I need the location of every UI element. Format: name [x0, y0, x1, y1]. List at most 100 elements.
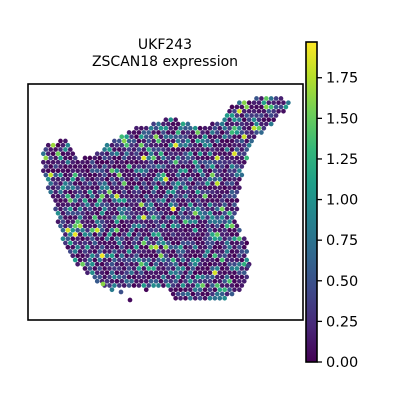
expression-spot: [195, 249, 201, 254]
expression-spot: [94, 227, 100, 233]
expression-spot: [227, 253, 232, 259]
expression-spot: [212, 244, 218, 250]
expression-spot: [67, 181, 73, 186]
expression-spot: [224, 181, 230, 186]
expression-spot: [205, 223, 210, 229]
expression-spot: [190, 155, 196, 161]
expression-spot: [65, 210, 71, 216]
expression-spot: [200, 232, 205, 237]
expression-spot: [273, 96, 279, 101]
expression-spot: [134, 125, 139, 131]
expression-spot: [192, 176, 198, 182]
expression-spot: [139, 125, 144, 131]
expression-spot: [219, 291, 225, 297]
expression-spot: [281, 100, 286, 106]
expression-spot: [173, 142, 178, 148]
expression-spot: [104, 227, 110, 233]
expression-spot: [210, 240, 215, 246]
expression-spot: [104, 202, 110, 208]
expression-spot: [210, 266, 215, 271]
expression-spot: [266, 108, 272, 114]
expression-spot: [104, 210, 110, 216]
expression-spot: [190, 206, 196, 212]
expression-spot: [114, 261, 120, 267]
expression-spot: [244, 249, 250, 254]
expression-spot: [165, 121, 171, 127]
expression-spot: [161, 172, 166, 178]
expression-spot: [175, 198, 181, 203]
expression-spot: [82, 266, 88, 271]
expression-spot: [158, 134, 164, 140]
expression-spot: [170, 130, 176, 135]
expression-spot: [136, 249, 142, 254]
expression-spot: [170, 215, 176, 220]
expression-spot: [224, 130, 230, 135]
expression-spot: [85, 219, 90, 225]
expression-spot: [183, 176, 188, 182]
expression-spot: [104, 270, 110, 276]
expression-spot: [195, 291, 201, 297]
expression-spot: [75, 261, 80, 267]
expression-spot: [50, 151, 56, 157]
expression-spot: [229, 232, 235, 237]
expression-spot: [60, 202, 66, 208]
expression-spot: [205, 172, 210, 178]
expression-spot: [195, 172, 201, 178]
expression-spot: [116, 181, 122, 186]
expression-spot: [190, 130, 196, 135]
expression-spot: [126, 130, 132, 135]
expression-spot: [99, 244, 105, 250]
expression-spot: [214, 249, 220, 254]
expression-spot: [224, 291, 230, 297]
expression-spot: [207, 151, 213, 157]
expression-spot: [222, 227, 227, 233]
expression-spot: [99, 227, 105, 233]
expression-spot: [90, 253, 95, 259]
expression-spot: [237, 253, 242, 259]
expression-spot: [67, 206, 73, 212]
expression-spot: [146, 274, 152, 280]
expression-spot: [227, 219, 232, 225]
expression-spot: [180, 266, 186, 271]
expression-spot: [210, 274, 215, 280]
expression-spot: [70, 202, 76, 208]
expression-spot: [114, 278, 120, 284]
expression-spot: [237, 287, 242, 293]
expression-spot: [222, 185, 227, 191]
expression-spot: [237, 227, 242, 233]
expression-spot: [116, 172, 122, 178]
expression-spot: [214, 172, 220, 178]
expression-spot: [244, 274, 250, 280]
expression-spot: [197, 159, 203, 165]
expression-spot: [202, 159, 208, 165]
expression-spot: [278, 104, 284, 110]
expression-spot: [90, 236, 95, 242]
expression-spot: [72, 257, 78, 263]
expression-spot: [173, 193, 178, 199]
expression-spot: [99, 236, 105, 242]
expression-spot: [229, 164, 235, 169]
expression-spot: [205, 266, 210, 271]
expression-spot: [163, 159, 169, 165]
expression-spot: [124, 236, 129, 242]
expression-spot: [109, 219, 115, 225]
expression-spot: [180, 189, 186, 195]
expression-spot: [104, 219, 110, 225]
expression-spot: [163, 261, 169, 267]
expression-spot: [163, 253, 169, 259]
expression-spot: [126, 181, 132, 186]
expression-spot: [175, 223, 181, 229]
expression-spot: [173, 219, 178, 225]
expression-spot: [229, 206, 235, 212]
expression-spot: [178, 236, 183, 242]
expression-spot: [121, 189, 127, 195]
expression-spot: [212, 210, 218, 216]
expression-spot: [227, 185, 232, 191]
expression-spot: [222, 270, 227, 276]
expression-spot: [153, 125, 159, 131]
expression-spot: [48, 181, 54, 186]
expression-spot: [119, 176, 125, 182]
expression-spot: [158, 159, 164, 165]
expression-spot: [232, 159, 237, 165]
expression-spot: [178, 287, 183, 293]
